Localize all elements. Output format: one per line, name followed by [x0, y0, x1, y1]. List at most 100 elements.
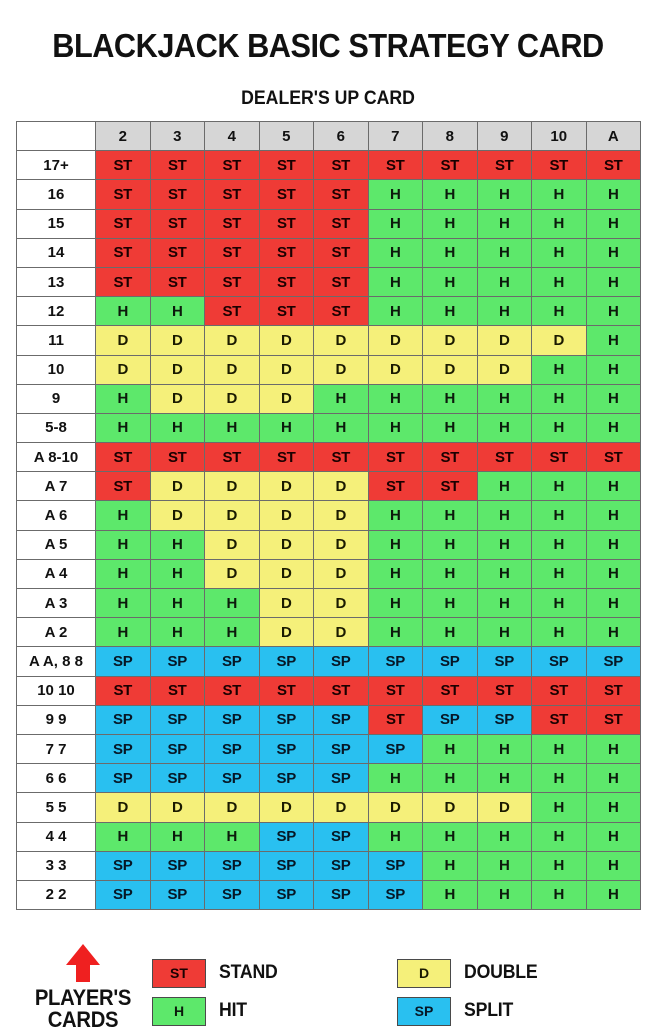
strategy-cell: H — [95, 500, 151, 531]
strategy-cell: H — [367, 821, 423, 852]
strategy-cell: ST — [476, 150, 532, 181]
strategy-cell: H — [585, 325, 641, 356]
player-hand-label: 14 — [16, 237, 96, 268]
strategy-cell: ST — [422, 675, 478, 706]
strategy-cell: H — [531, 587, 587, 619]
player-hand-label: 12 — [16, 296, 96, 327]
player-hand-label: A A, 8 8 — [16, 646, 96, 677]
table-row: 5-8 H H H H H H H H H H — [16, 412, 641, 444]
strategy-cell: SP — [367, 646, 423, 677]
strategy-cell: ST — [95, 179, 151, 210]
strategy-table: 2 3 4 5 6 7 8 9 10 A 17+ ST ST ST ST ST ST ST ST ST ST 16 ST S… — [16, 120, 641, 911]
strategy-cell: H — [204, 821, 260, 852]
strategy-cell: D — [204, 558, 260, 590]
player-hand-label: 5-8 — [16, 412, 96, 444]
strategy-cell: D — [313, 792, 369, 823]
legend-label-double: DOUBLE — [464, 962, 538, 983]
player-cards-indicator: PLAYER'S CARDS — [8, 944, 158, 1032]
table-row: 6 6 SP SP SP SP SP H H H H H — [16, 763, 641, 794]
strategy-cell: H — [476, 558, 532, 590]
strategy-cell: H — [204, 587, 260, 619]
strategy-cell: H — [531, 763, 587, 794]
strategy-cell: ST — [422, 471, 478, 502]
dealer-card-header-8: 8 — [422, 120, 478, 152]
strategy-cell: D — [367, 325, 423, 356]
strategy-cell: D — [531, 325, 587, 356]
strategy-cell: ST — [422, 442, 478, 473]
strategy-cell: H — [531, 500, 587, 531]
table-row: A 7 ST D D D D ST ST H H H — [16, 471, 641, 502]
strategy-cell: ST — [313, 150, 369, 181]
player-hand-label: 16 — [16, 179, 96, 210]
strategy-cell: SP — [204, 879, 260, 911]
strategy-cell: H — [585, 412, 641, 444]
table-row: 17+ ST ST ST ST ST ST ST ST ST ST — [16, 150, 641, 181]
strategy-cell: H — [422, 558, 478, 590]
strategy-cell: D — [313, 558, 369, 590]
player-hand-label: 13 — [16, 266, 96, 298]
strategy-cell: SP — [95, 646, 151, 677]
strategy-cell: ST — [149, 208, 205, 239]
strategy-cell: H — [149, 617, 205, 648]
strategy-cell: H — [367, 763, 423, 794]
strategy-cell: SP — [95, 850, 151, 881]
strategy-cell: ST — [204, 150, 260, 181]
strategy-cell: ST — [531, 442, 587, 473]
strategy-cell: H — [258, 412, 314, 444]
strategy-cell: SP — [95, 879, 151, 911]
strategy-cell: H — [422, 208, 478, 239]
strategy-cell: ST — [204, 266, 260, 298]
strategy-cell: SP — [313, 733, 369, 765]
table-row: 7 7 SP SP SP SP SP SP H H H H — [16, 733, 641, 765]
strategy-cell: H — [422, 763, 478, 794]
strategy-cell: D — [422, 325, 478, 356]
strategy-cell: SP — [422, 704, 478, 735]
strategy-cell: SP — [258, 821, 314, 852]
strategy-cell: D — [204, 471, 260, 502]
strategy-cell: D — [95, 792, 151, 823]
strategy-cell: H — [585, 237, 641, 268]
strategy-cell: ST — [95, 237, 151, 268]
strategy-cell: H — [585, 763, 641, 794]
strategy-cell: H — [531, 821, 587, 852]
player-hand-label: 17+ — [16, 150, 96, 181]
legend-item-hit: H HIT — [152, 996, 397, 1026]
strategy-cell: ST — [585, 442, 641, 473]
strategy-cell: H — [367, 558, 423, 590]
strategy-cell: H — [476, 587, 532, 619]
strategy-cell: H — [531, 529, 587, 560]
strategy-cell: H — [476, 266, 532, 298]
strategy-cell: ST — [204, 237, 260, 268]
player-hand-label: 10 10 — [16, 675, 96, 706]
strategy-cell: H — [476, 763, 532, 794]
strategy-cell: H — [95, 412, 151, 444]
strategy-cell: ST — [95, 471, 151, 502]
strategy-cell: H — [476, 529, 532, 560]
strategy-cell: ST — [313, 675, 369, 706]
strategy-cell: ST — [367, 442, 423, 473]
strategy-cell: D — [149, 325, 205, 356]
strategy-cell: H — [531, 850, 587, 881]
strategy-cell: SP — [258, 733, 314, 765]
strategy-cell: SP — [313, 704, 369, 735]
strategy-cell: D — [313, 500, 369, 531]
strategy-cell: ST — [313, 442, 369, 473]
strategy-cell: SP — [258, 646, 314, 677]
strategy-cell: H — [422, 179, 478, 210]
strategy-cell: D — [258, 500, 314, 531]
strategy-cell: H — [531, 617, 587, 648]
dealer-card-header-3: 3 — [149, 120, 205, 152]
strategy-cell: D — [258, 558, 314, 590]
strategy-cell: H — [149, 587, 205, 619]
table-row: 11 D D D D D D D D D H — [16, 325, 641, 356]
strategy-cell: H — [422, 529, 478, 560]
strategy-cell: ST — [149, 442, 205, 473]
strategy-cell: ST — [531, 675, 587, 706]
table-row: 3 3 SP SP SP SP SP SP H H H H — [16, 850, 641, 881]
strategy-cell: H — [422, 587, 478, 619]
dealer-card-header-6: 6 — [313, 120, 369, 152]
player-hand-label: A 5 — [16, 529, 96, 560]
strategy-cell: H — [476, 208, 532, 239]
strategy-cell: SP — [367, 850, 423, 881]
